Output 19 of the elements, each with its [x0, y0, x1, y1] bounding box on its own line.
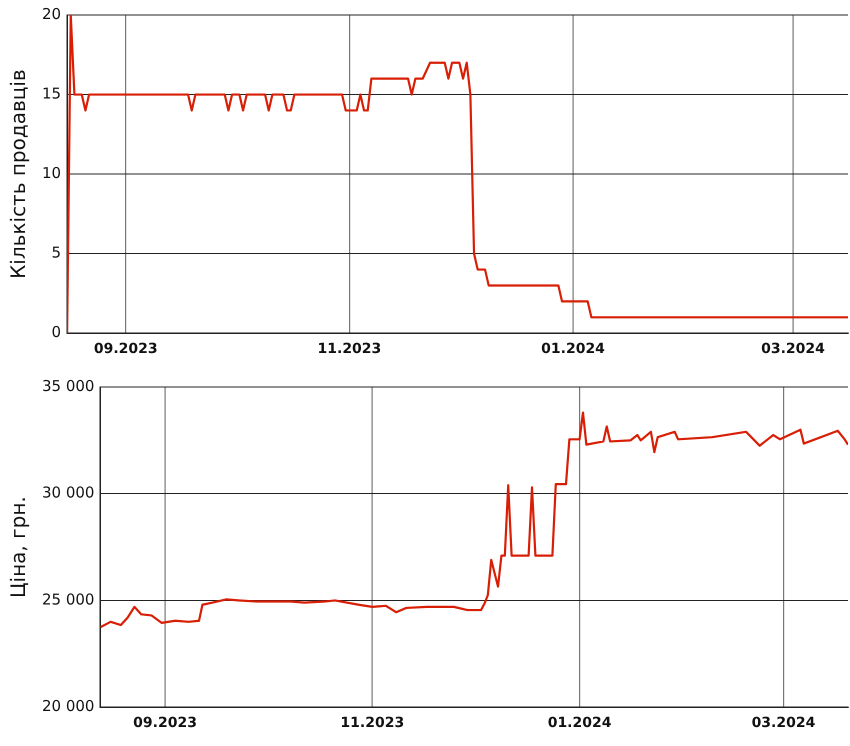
y-tick-label: 0	[52, 323, 62, 342]
y-tick-label: 5	[52, 244, 62, 262]
y-tick-label: 20 000	[42, 697, 94, 716]
y-tick-label: 10	[42, 164, 62, 182]
x-tick-label: 11.2023	[340, 715, 404, 732]
x-tick-label: 03.2024	[752, 715, 816, 732]
x-tick-label: 09.2023	[94, 341, 158, 358]
x-tick-label: 01.2024	[541, 341, 606, 358]
y-tick-label: 25 000	[42, 590, 94, 608]
x-tick-label: 01.2024	[548, 715, 612, 732]
y-axis-title: Кількість продавців	[6, 69, 30, 279]
y-tick-label: 20	[42, 4, 62, 23]
x-tick-label: 09.2023	[133, 715, 197, 732]
x-tick-label: 03.2024	[761, 341, 826, 358]
y-tick-label: 35 000	[42, 376, 94, 395]
x-tick-label: 11.2023	[318, 341, 382, 358]
y-tick-label: 30 000	[42, 484, 94, 502]
y-axis-title: Ціна, грн.	[6, 496, 30, 598]
y-tick-label: 15	[42, 84, 62, 102]
